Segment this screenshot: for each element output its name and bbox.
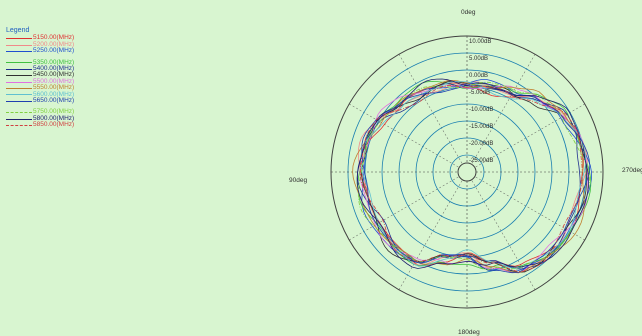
legend-label: 5550.00(MHz) [33,84,75,92]
center-circle [457,162,477,182]
legend-label: 5800.00(MHz) [33,114,75,122]
legend-item: 5750.00(MHz) [6,108,75,116]
legend-item: 5150.00(MHz) [6,34,75,42]
angle-label-bottom: 180deg [458,329,480,336]
pattern-traces [352,78,592,274]
legend-item: 5450.00(MHz) [6,71,75,79]
legend-label: 5500.00(MHz) [33,77,75,85]
spoke-line [471,54,536,164]
spoke-line [471,180,536,290]
angle-label-top: 0deg [461,9,476,16]
legend-swatch [6,81,32,83]
legend-swatch [6,124,32,126]
legend-label: 5650.00(MHz) [33,97,75,105]
legend: Legend 5150.00(MHz) 5200.00(MHz) 5250.00(M… [6,27,75,129]
legend-item: 5500.00(MHz) [6,77,75,85]
radial-tick-label: -25.00dB [469,158,493,164]
legend-title: Legend [6,27,30,34]
legend-item: 5200.00(MHz) [6,40,75,48]
legend-swatch [6,118,32,120]
radial-tick-label: -15.00dB [469,124,493,130]
legend-item: 5850.00(MHz) [6,121,75,129]
legend-swatch [6,87,32,89]
legend-swatch [6,68,32,70]
legend-label: 5350.00(MHz) [33,58,75,66]
legend-label: 5400.00(MHz) [33,65,75,73]
axis-labels: 10.00dB 5.00dB 0.00dB -5.00dB -10.00dB -15.00… [289,9,642,336]
legend-swatch [6,112,32,114]
radial-tick-label: -10.00dB [469,107,493,113]
legend-label: 5200.00(MHz) [33,40,75,48]
legend-label: 5450.00(MHz) [33,71,75,79]
legend-item: 5400.00(MHz) [6,65,75,73]
legend-swatch [6,94,32,96]
legend-swatch [6,44,32,46]
pattern-trace [356,78,589,269]
legend-item: 5250.00(MHz) [6,47,75,55]
legend-swatch [6,50,32,52]
legend-label: 5850.00(MHz) [33,121,75,129]
pattern-trace [352,79,585,274]
polar-grid [330,35,604,309]
legend-swatch [6,75,32,77]
spoke-line [398,180,463,290]
angle-label-left: 90deg [289,177,307,184]
legend-item: 5550.00(MHz) [6,84,75,92]
legend-label: 5250.00(MHz) [33,47,75,55]
legend-item: 5600.00(MHz) [6,90,75,98]
legend-item: 5350.00(MHz) [6,58,75,66]
spoke-line [398,54,463,164]
radial-tick-label: -5.00dB [469,90,490,96]
legend-item: 5800.00(MHz) [6,114,75,122]
legend-swatch [6,100,32,102]
legend-swatch [6,62,32,64]
legend-label: 5150.00(MHz) [33,34,75,42]
angle-label-right: 270deg [622,167,642,174]
legend-item: 5650.00(MHz) [6,97,75,105]
radial-tick-label: 5.00dB [469,56,488,62]
pattern-trace [358,81,590,271]
legend-label: 5750.00(MHz) [33,108,75,116]
radial-tick-label: 0.00dB [469,73,488,79]
legend-label: 5600.00(MHz) [33,90,75,98]
spoke-line [349,176,459,241]
pattern-trace [359,84,583,272]
spoke-line [349,103,459,168]
legend-entries: 5150.00(MHz) 5200.00(MHz) 5250.00(MHz) 5350… [6,34,75,129]
radial-tick-label: -20.00dB [469,141,493,147]
legend-swatch [6,38,32,40]
radial-tick-label: 10.00dB [469,39,491,45]
